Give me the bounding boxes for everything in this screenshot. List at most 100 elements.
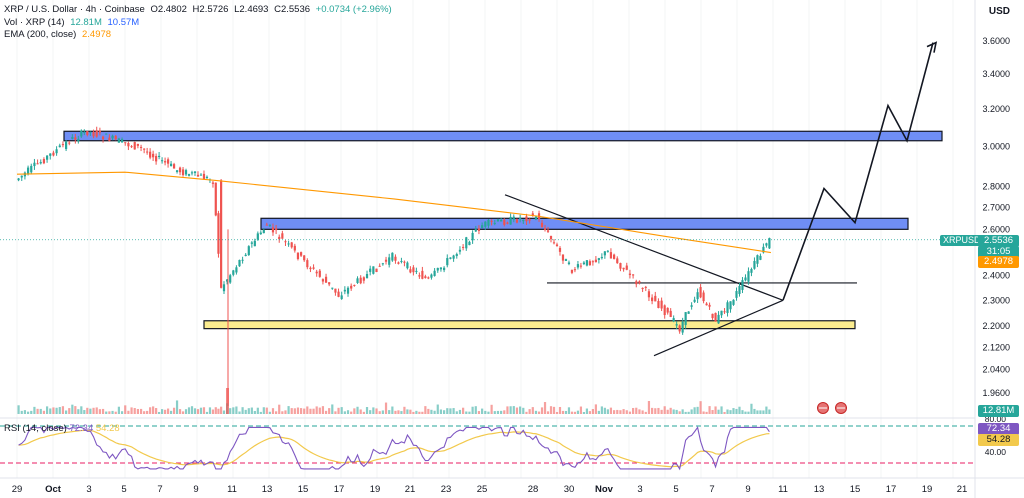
candle-body xyxy=(681,321,684,333)
price-badge: 2.5536 xyxy=(978,235,1019,247)
volume-bar xyxy=(496,410,500,414)
volume-bar xyxy=(452,408,455,414)
volume-bars xyxy=(17,400,771,414)
volume-bar xyxy=(214,407,217,414)
candle-body xyxy=(409,269,412,273)
volume-bar xyxy=(708,406,711,414)
candle-body xyxy=(199,174,203,176)
volume-bar xyxy=(606,409,609,414)
volume-bar xyxy=(23,410,27,414)
candle-body xyxy=(232,270,235,275)
volume-bar xyxy=(558,406,562,414)
time-axis-label: 19 xyxy=(922,484,933,495)
volume-bar xyxy=(591,409,594,414)
candle-body xyxy=(124,142,127,144)
volume-bar xyxy=(238,411,241,414)
volume-bar xyxy=(522,407,525,414)
volume-bar xyxy=(609,407,613,414)
time-axis-label: 7 xyxy=(157,484,162,495)
volume-bar xyxy=(622,409,625,414)
candle-body xyxy=(214,182,217,216)
volume-bar xyxy=(481,408,484,414)
candle-body xyxy=(561,254,565,261)
candle-body xyxy=(622,267,625,270)
candle-body xyxy=(400,260,403,263)
volume-bar xyxy=(160,409,164,414)
volume-bar xyxy=(552,406,556,414)
candle-body xyxy=(331,287,334,289)
candle-body xyxy=(160,160,164,162)
candle-body xyxy=(68,142,71,144)
price-axis-label: 2.1200 xyxy=(982,342,1010,352)
candle-body xyxy=(684,312,687,326)
candle-body xyxy=(672,318,675,322)
time-axis-label: 17 xyxy=(334,484,345,495)
candle-body xyxy=(657,300,660,309)
volume-bar xyxy=(458,409,462,414)
volume-bar xyxy=(124,405,127,414)
volume-spike xyxy=(226,388,229,414)
candle-body xyxy=(591,261,594,263)
volume-bar xyxy=(105,411,108,414)
volume-bar xyxy=(732,408,735,414)
volume-bar xyxy=(657,407,660,414)
candle-body xyxy=(638,281,641,283)
volume-bar xyxy=(714,406,717,414)
candle-body xyxy=(570,269,574,273)
candle-body xyxy=(744,277,747,281)
volume-bar xyxy=(290,408,293,414)
rsi-value: 72.34 xyxy=(69,423,94,434)
time-axis-label: 3 xyxy=(637,484,642,495)
price-axis-label: 2.2000 xyxy=(982,321,1010,331)
volume-bar xyxy=(647,400,651,414)
candle-body xyxy=(95,130,98,137)
volume-bar xyxy=(169,410,173,414)
volume-bar xyxy=(133,408,136,414)
candle-body xyxy=(146,151,149,153)
volume-bar xyxy=(108,411,111,414)
volume-bar xyxy=(600,406,603,414)
chart-legend: XRP / U.S. Dollar · 4h · Coinbase O2.480… xyxy=(4,4,395,42)
volume-bar xyxy=(324,410,328,414)
candle-body xyxy=(528,219,531,221)
volume-bar xyxy=(184,409,188,414)
volume-bar xyxy=(546,411,550,414)
volume-bar xyxy=(723,411,726,414)
candle-body xyxy=(388,257,391,265)
volume-label: Vol · XRP (14) xyxy=(4,16,65,28)
candle-body xyxy=(663,305,666,316)
volume-bar xyxy=(356,406,359,414)
candle-body xyxy=(202,173,206,180)
candle-body xyxy=(26,167,30,175)
volume-bar xyxy=(471,406,474,414)
candle-body xyxy=(77,138,80,142)
candle-body xyxy=(632,274,635,276)
ema-value: 2.4978 xyxy=(81,29,112,40)
time-axis-label: 21 xyxy=(405,484,416,495)
candle-body xyxy=(705,303,708,306)
candle-body xyxy=(139,146,143,148)
candle-body xyxy=(149,151,152,158)
candle-body xyxy=(275,228,278,231)
candle-body xyxy=(474,229,477,232)
candle-body xyxy=(55,149,58,154)
volume-bar xyxy=(372,407,375,414)
candle-body xyxy=(500,219,503,222)
resistance-zone xyxy=(63,130,943,142)
volume-bar xyxy=(208,407,212,414)
candle-body xyxy=(768,238,771,249)
symbol-tag: XRPUSD xyxy=(940,235,984,246)
volume-bar xyxy=(394,410,397,414)
candle-body xyxy=(235,267,238,273)
price-axis: 3.6000 3.4000 3.2000 3.0000 2.8000 2.7000 2.60… xyxy=(982,36,1010,398)
volume-bar xyxy=(388,410,391,414)
candle-body xyxy=(293,245,296,251)
candle-body xyxy=(406,262,409,269)
candle-body xyxy=(443,267,446,271)
currency-label[interactable]: USD xyxy=(988,6,1010,17)
candle-body xyxy=(597,258,600,260)
volume-bar xyxy=(681,409,684,414)
volume-bar xyxy=(328,408,331,414)
candle-body xyxy=(573,269,577,271)
